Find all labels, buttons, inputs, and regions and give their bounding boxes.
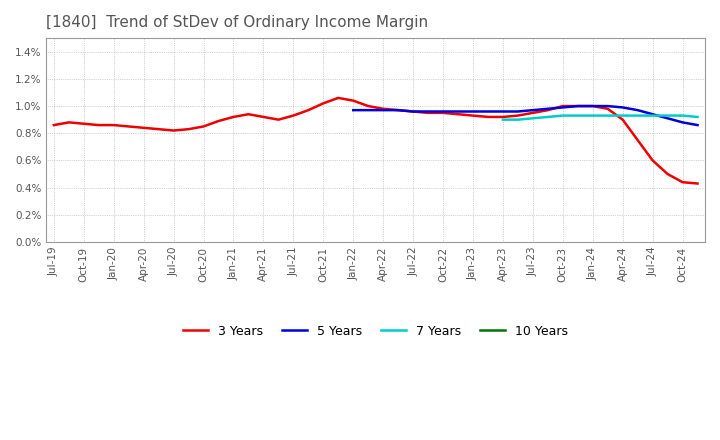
3 Years <box>349 98 358 103</box>
Line: 7 Years: 7 Years <box>503 116 698 120</box>
3 Years <box>154 127 163 132</box>
3 Years <box>364 103 372 109</box>
7 Years <box>663 113 672 118</box>
3 Years <box>498 114 507 120</box>
5 Years <box>424 109 433 114</box>
5 Years <box>678 120 687 125</box>
3 Years <box>588 103 597 109</box>
3 Years <box>109 122 118 128</box>
3 Years <box>693 181 702 186</box>
3 Years <box>184 127 193 132</box>
7 Years <box>618 113 627 118</box>
5 Years <box>588 103 597 109</box>
5 Years <box>394 107 402 113</box>
5 Years <box>438 109 447 114</box>
3 Years <box>424 110 433 115</box>
3 Years <box>663 171 672 176</box>
3 Years <box>438 110 447 115</box>
7 Years <box>528 116 537 121</box>
5 Years <box>693 122 702 128</box>
3 Years <box>469 113 477 118</box>
3 Years <box>544 107 552 113</box>
5 Years <box>618 105 627 110</box>
7 Years <box>588 113 597 118</box>
3 Years <box>603 106 612 111</box>
3 Years <box>304 107 312 113</box>
5 Years <box>454 109 462 114</box>
3 Years <box>125 124 133 129</box>
5 Years <box>484 109 492 114</box>
5 Years <box>559 105 567 110</box>
5 Years <box>634 107 642 113</box>
5 Years <box>573 103 582 109</box>
3 Years <box>140 125 148 130</box>
5 Years <box>544 106 552 111</box>
5 Years <box>469 109 477 114</box>
7 Years <box>634 113 642 118</box>
3 Years <box>678 180 687 185</box>
7 Years <box>513 117 522 122</box>
3 Years <box>214 118 222 124</box>
3 Years <box>528 110 537 115</box>
7 Years <box>573 113 582 118</box>
5 Years <box>528 107 537 113</box>
3 Years <box>513 113 522 118</box>
5 Years <box>498 109 507 114</box>
3 Years <box>65 120 73 125</box>
3 Years <box>229 114 238 120</box>
7 Years <box>648 113 657 118</box>
7 Years <box>603 113 612 118</box>
7 Years <box>498 117 507 122</box>
3 Years <box>319 101 328 106</box>
3 Years <box>79 121 88 126</box>
7 Years <box>678 113 687 118</box>
3 Years <box>409 109 418 114</box>
3 Years <box>648 158 657 163</box>
3 Years <box>394 107 402 113</box>
5 Years <box>379 107 387 113</box>
3 Years <box>379 106 387 111</box>
3 Years <box>634 137 642 143</box>
7 Years <box>544 114 552 120</box>
Line: 5 Years: 5 Years <box>354 106 698 125</box>
3 Years <box>559 103 567 109</box>
Text: [1840]  Trend of StDev of Ordinary Income Margin: [1840] Trend of StDev of Ordinary Income… <box>46 15 428 30</box>
5 Years <box>663 116 672 121</box>
3 Years <box>259 114 268 120</box>
5 Years <box>603 103 612 109</box>
3 Years <box>94 122 103 128</box>
3 Years <box>618 117 627 122</box>
3 Years <box>274 117 283 122</box>
5 Years <box>409 109 418 114</box>
3 Years <box>289 113 297 118</box>
3 Years <box>334 95 343 101</box>
5 Years <box>648 112 657 117</box>
3 Years <box>50 122 58 128</box>
3 Years <box>199 124 208 129</box>
Line: 3 Years: 3 Years <box>54 98 698 183</box>
3 Years <box>169 128 178 133</box>
7 Years <box>693 114 702 120</box>
5 Years <box>364 107 372 113</box>
3 Years <box>484 114 492 120</box>
Legend: 3 Years, 5 Years, 7 Years, 10 Years: 3 Years, 5 Years, 7 Years, 10 Years <box>179 319 573 343</box>
5 Years <box>513 109 522 114</box>
7 Years <box>559 113 567 118</box>
3 Years <box>244 112 253 117</box>
3 Years <box>454 112 462 117</box>
5 Years <box>349 107 358 113</box>
3 Years <box>573 103 582 109</box>
